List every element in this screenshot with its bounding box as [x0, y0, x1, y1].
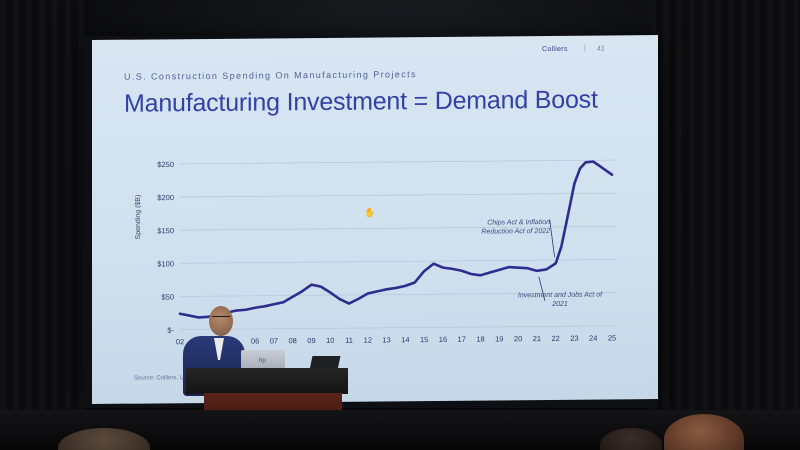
x-tick-label: 22: [551, 334, 559, 343]
y-tick-label: $200: [157, 193, 174, 202]
data-point: [320, 285, 322, 288]
data-point: [489, 271, 491, 274]
x-tick-label: 09: [307, 336, 315, 345]
data-point: [366, 292, 369, 295]
y-tick-label: $250: [157, 160, 174, 169]
x-tick-label: 15: [420, 335, 428, 344]
data-point: [395, 287, 397, 289]
gridline: [180, 259, 616, 264]
data-point: [573, 182, 576, 185]
curtain-left: [0, 0, 90, 450]
x-tick-label: 02: [176, 337, 184, 346]
x-tick-label: 11: [345, 336, 353, 345]
x-tick-label: 25: [608, 333, 616, 342]
data-point: [442, 266, 444, 269]
data-point: [479, 274, 482, 277]
data-point: [197, 316, 200, 319]
data-point: [385, 288, 388, 291]
data-point: [244, 308, 247, 311]
speaker-shirt: [214, 338, 224, 360]
data-point: [460, 269, 463, 272]
x-tick-label: 10: [326, 336, 334, 345]
x-tick-label: 17: [458, 335, 466, 344]
speaker-head: [209, 306, 233, 336]
x-tick-label: 24: [589, 334, 597, 343]
data-point: [423, 270, 426, 273]
y-tick-label: $150: [157, 226, 174, 235]
data-point: [254, 306, 257, 309]
x-tick-label: 16: [439, 335, 447, 344]
data-point: [282, 301, 285, 304]
data-point: [536, 269, 538, 272]
x-tick-label: 14: [401, 335, 409, 344]
x-tick-label: 06: [251, 337, 259, 346]
x-tick-label: 21: [533, 334, 541, 343]
podium-top: [186, 368, 348, 394]
speaker-glasses: [212, 316, 230, 319]
y-tick-label: $-: [167, 326, 174, 335]
data-point: [526, 267, 529, 270]
audience-head-right-2: [664, 414, 744, 450]
line-chart: $250 $200 $150 $100 $50 $-02 06 07 08 09 10 11 12 13 1…: [135, 159, 616, 346]
annotation-pointer-jobs: [538, 276, 546, 301]
y-axis-label: Spending ($B): [135, 195, 142, 240]
data-point: [329, 291, 332, 294]
annotation-pointer-chips: [549, 219, 556, 258]
x-tick-label: 23: [570, 334, 578, 343]
data-point: [560, 245, 563, 248]
data-point: [566, 219, 568, 222]
data-point: [603, 168, 606, 171]
data-point: [584, 161, 587, 164]
data-point: [545, 268, 548, 271]
x-tick-label: 18: [476, 335, 484, 344]
data-point: [517, 266, 520, 269]
data-point: [357, 297, 360, 300]
gridline: [180, 159, 616, 165]
presentation-slide: Colliers | 41 U.S. Construction Spending…: [92, 35, 658, 404]
audience-head-right-1: [600, 428, 662, 450]
audience-head-left: [58, 428, 150, 450]
x-tick-label: 07: [270, 336, 278, 345]
data-point: [592, 160, 595, 163]
data-point: [432, 262, 435, 265]
y-tick-label: $100: [157, 259, 174, 268]
data-point: [498, 268, 501, 271]
data-point: [554, 262, 557, 265]
data-point: [179, 312, 181, 315]
data-point: [291, 295, 294, 298]
data-point: [376, 290, 379, 293]
gridline: [180, 192, 616, 198]
data-point: [598, 164, 600, 167]
data-point: [207, 315, 210, 318]
y-tick-label: $50: [161, 293, 174, 302]
data-point: [404, 284, 407, 287]
data-point: [611, 173, 613, 176]
data-point: [338, 298, 341, 300]
laptop-logo: hp: [259, 358, 266, 364]
data-point: [470, 273, 473, 275]
x-tick-label: 19: [495, 334, 503, 343]
data-point: [413, 281, 416, 284]
x-tick-label: 20: [514, 334, 522, 343]
hand-cursor-icon: ✋: [364, 207, 376, 218]
data-point: [507, 266, 510, 268]
annotation-jobs-act: Investment and Jobs Act of 2021: [517, 291, 603, 308]
gridline: [180, 226, 616, 231]
gridline: [180, 325, 616, 330]
x-tick-label: 12: [364, 336, 372, 345]
annotation-chips-act: Chips Act & Inflation Reduction Act of 2…: [481, 219, 550, 236]
data-point: [451, 267, 454, 270]
data-point: [301, 290, 304, 293]
data-point: [310, 283, 313, 286]
data-point: [348, 302, 350, 305]
x-tick-label: 08: [289, 336, 297, 345]
data-point: [263, 305, 266, 308]
data-point: [188, 314, 191, 317]
data-point: [235, 309, 238, 312]
data-point: [579, 167, 582, 170]
x-tick-label: 13: [382, 335, 390, 344]
curtain-right: [650, 0, 800, 450]
series-line: [178, 160, 614, 319]
data-point: [273, 303, 275, 306]
